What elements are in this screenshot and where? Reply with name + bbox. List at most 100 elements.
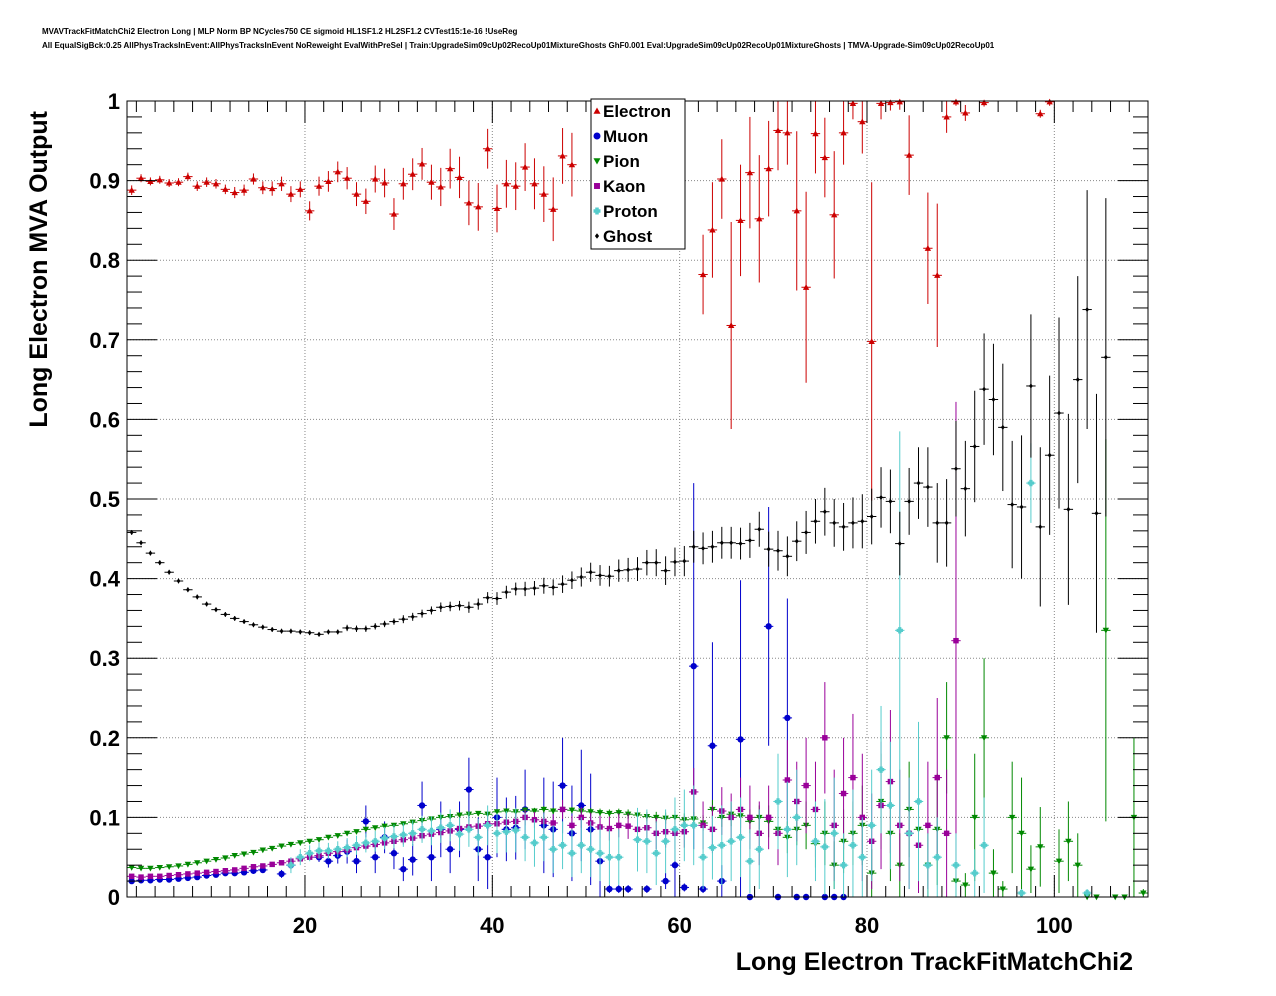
data-point xyxy=(1083,889,1091,897)
x-axis-title: Long Electron TrackFitMatchChi2 xyxy=(736,948,1133,976)
data-point xyxy=(999,886,1007,893)
data-point xyxy=(737,736,744,743)
y-tick-label-9: 0.9 xyxy=(89,169,120,194)
data-point xyxy=(718,842,726,849)
data-point xyxy=(1066,506,1071,512)
data-point xyxy=(401,616,406,622)
data-point xyxy=(1074,862,1081,869)
data-point xyxy=(699,271,707,278)
data-point xyxy=(372,838,379,845)
data-point xyxy=(954,466,958,472)
data-point xyxy=(279,628,284,634)
x-tick-label-3: 80 xyxy=(855,913,879,938)
data-point xyxy=(634,836,641,843)
data-point xyxy=(165,179,173,186)
data-point xyxy=(849,100,857,106)
data-point xyxy=(643,838,651,845)
data-point xyxy=(194,870,200,876)
data-point xyxy=(1027,479,1035,487)
data-point xyxy=(1019,504,1024,510)
series-ghost xyxy=(127,190,1111,637)
data-point xyxy=(616,568,621,574)
data-point xyxy=(746,857,754,865)
data-point xyxy=(860,518,865,524)
data-point xyxy=(457,603,462,609)
data-point xyxy=(531,839,538,847)
data-point xyxy=(718,175,726,182)
data-point xyxy=(850,774,856,781)
data-point xyxy=(306,207,313,214)
data-point xyxy=(362,839,370,847)
data-point xyxy=(298,629,303,635)
data-point xyxy=(681,822,688,829)
data-point xyxy=(251,622,256,628)
data-point xyxy=(531,180,538,187)
data-point xyxy=(165,864,173,870)
data-point xyxy=(587,846,594,853)
data-point xyxy=(475,834,482,841)
data-point xyxy=(1037,110,1044,117)
data-point xyxy=(250,175,257,182)
data-point xyxy=(232,615,237,621)
data-point xyxy=(139,540,143,546)
data-point xyxy=(822,735,828,741)
data-point xyxy=(363,626,368,632)
data-point xyxy=(626,567,631,573)
data-point xyxy=(184,173,192,180)
data-point xyxy=(260,624,265,630)
data-point xyxy=(813,518,818,524)
data-point xyxy=(596,810,604,816)
data-point xyxy=(354,626,359,632)
data-point xyxy=(493,830,501,837)
data-point xyxy=(859,118,866,125)
data-point xyxy=(587,809,594,816)
data-point xyxy=(877,766,885,773)
data-point xyxy=(943,113,950,120)
data-point xyxy=(784,777,791,783)
data-point xyxy=(990,870,997,877)
data-point xyxy=(287,861,295,869)
data-point xyxy=(372,825,379,831)
data-point xyxy=(418,160,426,167)
data-point xyxy=(756,215,763,222)
data-point xyxy=(935,520,940,526)
data-point xyxy=(915,798,922,805)
data-point xyxy=(625,823,631,829)
data-point xyxy=(709,226,716,233)
data-point xyxy=(157,560,162,566)
data-point xyxy=(420,611,424,617)
data-point xyxy=(334,168,341,175)
data-point xyxy=(596,850,604,857)
data-point xyxy=(410,614,415,620)
y-tick-label-3: 0.3 xyxy=(89,646,120,671)
data-point xyxy=(784,826,791,833)
data-point xyxy=(916,480,921,486)
data-point xyxy=(409,856,416,863)
data-point xyxy=(147,873,154,880)
data-point xyxy=(231,853,238,859)
data-point xyxy=(175,871,182,878)
legend-label-electron: Electron xyxy=(603,102,671,121)
data-point xyxy=(250,864,257,870)
data-point xyxy=(832,520,837,526)
data-point xyxy=(326,629,331,635)
data-point xyxy=(362,826,370,833)
data-point xyxy=(504,589,509,595)
data-point xyxy=(418,802,426,809)
data-point xyxy=(907,498,912,504)
legend-label-pion: Pion xyxy=(603,152,640,171)
data-point xyxy=(578,802,585,809)
y-tick-label-0: 0 xyxy=(108,885,120,910)
data-point xyxy=(1094,510,1099,516)
data-point xyxy=(353,829,360,835)
data-point xyxy=(390,210,398,217)
data-point xyxy=(568,807,576,814)
data-point xyxy=(1140,890,1147,897)
chart-title-line-2: All EqualSigBck:0.25 AllPhysTracksInEven… xyxy=(42,41,995,50)
data-point xyxy=(859,854,866,861)
data-point xyxy=(934,854,941,861)
data-point xyxy=(175,178,182,185)
data-point xyxy=(551,584,556,590)
data-point xyxy=(905,830,913,837)
data-point xyxy=(212,180,220,187)
